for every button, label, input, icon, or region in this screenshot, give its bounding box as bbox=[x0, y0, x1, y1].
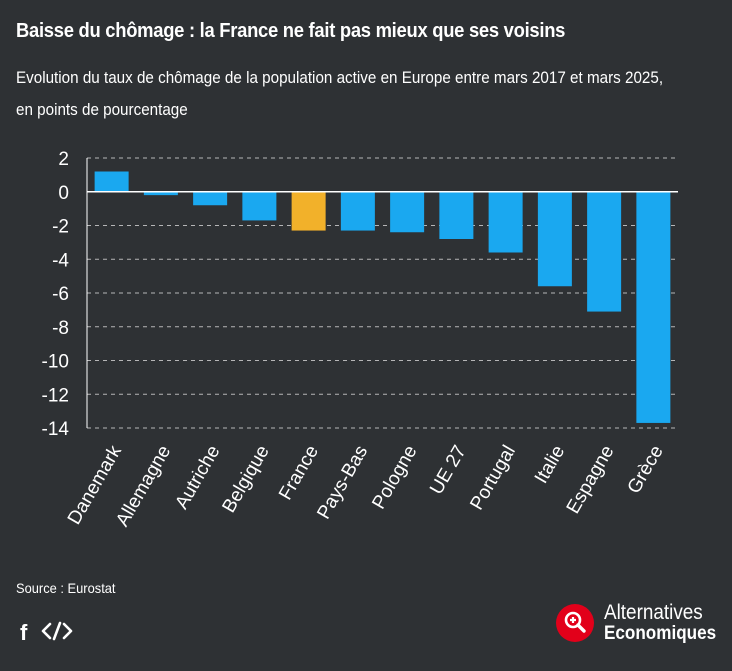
chart-subtitle: Evolution du taux de chômage de la popul… bbox=[16, 62, 714, 126]
y-tick-label: -2 bbox=[52, 217, 69, 238]
bar bbox=[587, 191, 622, 312]
magnifier-logo-icon bbox=[556, 604, 594, 642]
x-tick-label: Belgique bbox=[219, 442, 274, 517]
bar bbox=[94, 171, 129, 192]
bar bbox=[242, 191, 277, 221]
logo-line-1: Alternatives bbox=[604, 601, 703, 624]
logo-line-2: Economiques bbox=[604, 623, 717, 644]
x-tick-label: Autriche bbox=[171, 442, 224, 513]
x-tick-label: Grèce bbox=[624, 442, 668, 497]
logo-text: Alternatives Economiques bbox=[604, 602, 716, 644]
subtitle-line-1: Evolution du taux de chômage de la popul… bbox=[16, 68, 664, 87]
bar bbox=[390, 191, 425, 233]
x-tick-label: UE 27 bbox=[426, 442, 471, 498]
y-tick-label: -14 bbox=[42, 419, 70, 440]
x-tick-label: Portugal bbox=[466, 442, 520, 514]
y-tick-label: -12 bbox=[42, 385, 69, 406]
y-tick-label: 0 bbox=[58, 183, 69, 204]
facebook-icon[interactable]: f bbox=[20, 620, 28, 645]
y-tick-label: 2 bbox=[58, 149, 69, 170]
x-tick-label: France bbox=[275, 442, 323, 504]
bar bbox=[193, 191, 228, 206]
chart-title: Baisse du chômage : la France ne fait pa… bbox=[16, 20, 566, 42]
bar bbox=[439, 191, 474, 239]
x-tick-label: Espagne bbox=[563, 442, 619, 517]
x-tick-label: Pologne bbox=[368, 442, 421, 513]
y-tick-label: -10 bbox=[42, 352, 69, 373]
share-bar: f bbox=[20, 620, 73, 646]
bar bbox=[537, 191, 572, 287]
y-tick-label: -6 bbox=[52, 284, 69, 305]
bar bbox=[636, 191, 671, 423]
source-note: Source : Eurostat bbox=[16, 580, 116, 596]
subtitle-line-2: en points de pourcentage bbox=[16, 100, 188, 119]
y-tick-label: -8 bbox=[52, 318, 69, 339]
brand-logo[interactable]: Alternatives Economiques bbox=[556, 602, 729, 644]
y-tick-label: -4 bbox=[52, 250, 69, 271]
embed-code-icon[interactable] bbox=[41, 621, 73, 646]
x-tick-label: Italie bbox=[531, 442, 569, 487]
bar bbox=[488, 191, 523, 253]
x-tick-label: Pays-Bas bbox=[313, 442, 372, 523]
bar-chart: 20-2-4-6-8-10-12-14DanemarkAllemagneAutr… bbox=[42, 149, 678, 530]
bar bbox=[143, 191, 178, 196]
bar bbox=[291, 191, 326, 231]
bar bbox=[340, 191, 375, 231]
